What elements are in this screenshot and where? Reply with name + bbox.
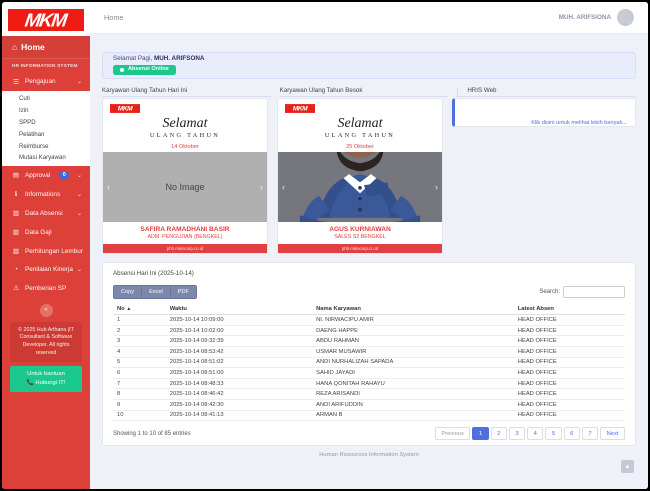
svg-text:MKM: MKM xyxy=(293,106,308,113)
svg-text:MKM: MKM xyxy=(23,11,69,31)
svg-text:MKM: MKM xyxy=(118,106,133,113)
